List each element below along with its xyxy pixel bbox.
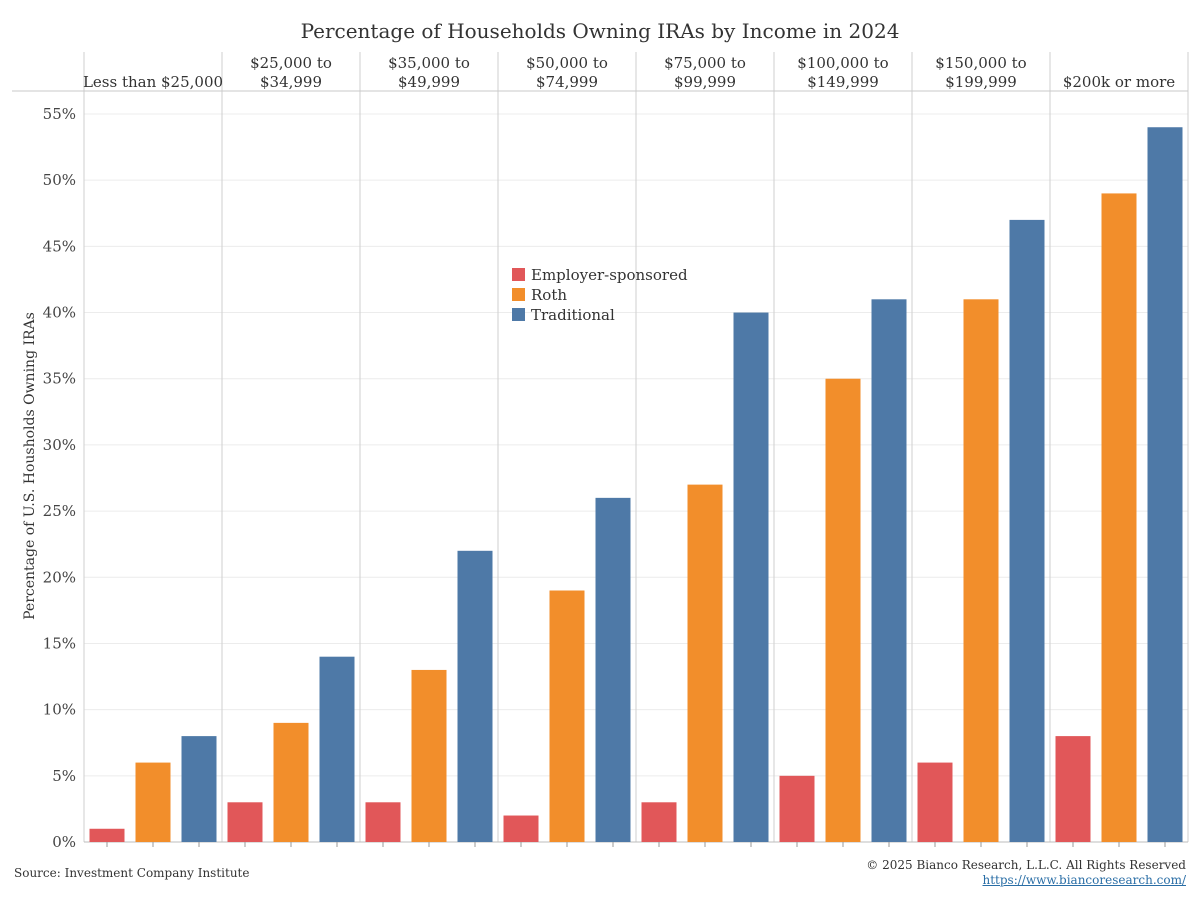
- bar: [1101, 193, 1137, 842]
- category-label: $99,999: [674, 73, 736, 91]
- bar: [273, 722, 309, 842]
- category-label: $74,999: [536, 73, 598, 91]
- category-label: $100,000 to: [797, 54, 888, 72]
- bar: [365, 802, 401, 842]
- bar: [641, 802, 677, 842]
- y-axis-ticks: 0% 5% 10% 15% 20% 25% 30% 35% 40% 45% 50% 55%: [43, 105, 76, 851]
- website-link[interactable]: https://www.biancoresearch.com/: [982, 873, 1186, 887]
- bar: [181, 736, 217, 842]
- bars: [89, 127, 1183, 847]
- bar: [503, 815, 539, 842]
- bar: [135, 762, 171, 842]
- legend-label: Roth: [531, 286, 567, 304]
- bar: [595, 497, 631, 842]
- bar: [963, 299, 999, 842]
- bar: [89, 828, 125, 842]
- legend-swatch: [512, 308, 525, 321]
- chart-title: Percentage of Households Owning IRAs by …: [301, 19, 900, 43]
- y-tick-label: 40%: [43, 304, 76, 322]
- category-label: $49,999: [398, 73, 460, 91]
- category-label: Less than $25,000: [83, 73, 223, 91]
- y-tick-label: 20%: [43, 568, 76, 586]
- source-note: Source: Investment Company Institute: [14, 866, 250, 880]
- bar: [1009, 219, 1045, 842]
- y-tick-label: 25%: [43, 502, 76, 520]
- y-axis-label: Percentage of U.S. Housholds Owning IRAs: [22, 312, 38, 620]
- bar: [825, 378, 861, 842]
- category-label: $35,000 to: [388, 54, 470, 72]
- bar: [733, 312, 769, 843]
- y-tick-label: 5%: [52, 767, 76, 785]
- legend-swatch: [512, 268, 525, 281]
- legend-swatch: [512, 288, 525, 301]
- gridlines: [83, 52, 1189, 843]
- legend-label: Traditional: [531, 306, 615, 324]
- bar: [687, 484, 723, 842]
- bar: [549, 590, 585, 842]
- category-label: $149,999: [807, 73, 879, 91]
- legend-label: Employer-sponsored: [531, 266, 688, 284]
- bar: [457, 550, 493, 842]
- bar: [227, 802, 263, 842]
- category-label: $25,000 to: [250, 54, 332, 72]
- y-tick-label: 55%: [43, 105, 76, 123]
- y-tick-label: 0%: [52, 833, 76, 851]
- copyright-block: © 2025 Bianco Research, L.L.C. All Right…: [866, 858, 1186, 888]
- category-label: $50,000 to: [526, 54, 608, 72]
- bar-chart: Percentage of Households Owning IRAs by …: [12, 19, 1189, 851]
- category-label: $199,999: [945, 73, 1017, 91]
- category-label: $75,000 to: [664, 54, 746, 72]
- bar: [1055, 736, 1091, 842]
- bar: [779, 775, 815, 842]
- category-label: $34,999: [260, 73, 322, 91]
- category-label: $150,000 to: [935, 54, 1026, 72]
- y-tick-label: 35%: [43, 370, 76, 388]
- copyright-text: © 2025 Bianco Research, L.L.C. All Right…: [866, 858, 1186, 872]
- bar: [319, 656, 355, 842]
- y-tick-label: 15%: [43, 634, 76, 652]
- legend: Employer-sponsored Roth Traditional: [512, 266, 688, 324]
- bar: [1147, 127, 1183, 842]
- y-tick-label: 50%: [43, 171, 76, 189]
- bar: [871, 299, 907, 842]
- y-tick-label: 45%: [43, 237, 76, 255]
- y-tick-label: 10%: [43, 701, 76, 719]
- category-label: $200k or more: [1063, 73, 1175, 91]
- y-tick-label: 30%: [43, 436, 76, 454]
- category-headers: Less than $25,000 $25,000 to$34,999 $35,00…: [12, 54, 1188, 92]
- bar: [917, 762, 953, 842]
- bar: [411, 669, 447, 842]
